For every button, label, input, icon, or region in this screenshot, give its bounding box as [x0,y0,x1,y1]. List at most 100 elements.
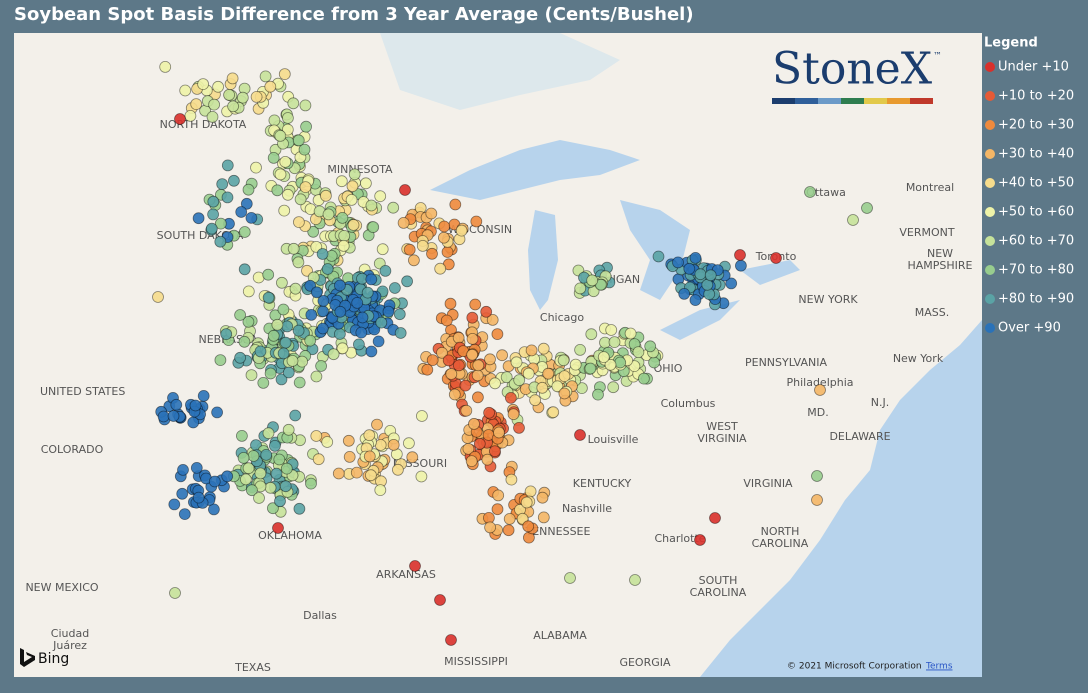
location-dot[interactable] [271,184,284,197]
location-dot[interactable] [221,191,234,204]
location-dot[interactable] [683,262,696,275]
location-dot[interactable] [525,344,538,357]
location-dot[interactable] [351,296,364,309]
location-dot[interactable] [214,354,227,367]
location-dot[interactable] [268,114,281,127]
location-dot[interactable] [335,175,348,188]
location-dot[interactable] [614,356,627,369]
location-dot[interactable] [264,80,277,93]
location-dot[interactable] [316,248,329,260]
location-dot[interactable] [644,340,657,353]
location-dot[interactable] [486,313,499,326]
location-dot[interactable] [207,195,220,208]
location-dot[interactable] [382,305,395,318]
location-dot[interactable] [394,327,407,339]
location-dot[interactable] [426,247,438,260]
location-dot[interactable] [694,268,707,281]
location-dot[interactable] [672,256,684,269]
location-dot[interactable] [278,68,291,80]
location-dot[interactable] [343,450,356,463]
location-dot[interactable] [206,111,219,123]
location-dot[interactable] [484,353,496,366]
location-dot[interactable] [365,199,378,212]
location-dot[interactable] [254,467,267,480]
location-dot[interactable] [678,287,691,300]
location-dot[interactable] [484,521,497,534]
location-dot[interactable] [254,345,267,358]
location-dot[interactable] [376,243,389,256]
location-dot[interactable] [208,475,221,488]
location-dot[interactable] [334,305,347,318]
location-dot[interactable] [704,269,717,282]
location-dot[interactable] [452,359,465,372]
location-dot[interactable] [238,335,251,348]
location-dot[interactable] [301,264,313,277]
location-dot[interactable] [262,427,275,440]
location-dot[interactable] [466,348,479,361]
location-dot[interactable] [190,461,203,474]
location-dot[interactable] [167,410,180,422]
location-dot[interactable] [281,320,294,333]
location-dot[interactable] [473,437,486,450]
location-dot[interactable] [574,343,586,356]
location-dot[interactable] [770,252,782,264]
location-dot[interactable] [483,406,496,419]
location-dot[interactable] [292,216,305,229]
location-dot[interactable] [460,404,473,417]
location-dot[interactable] [493,426,505,439]
location-dot[interactable] [289,282,302,295]
location-dot[interactable] [289,409,302,422]
location-dot[interactable] [337,239,350,252]
location-dot[interactable] [299,99,312,112]
location-dot[interactable] [529,394,541,407]
location-dot[interactable] [159,61,172,73]
location-dot[interactable] [305,308,318,321]
location-dot[interactable] [551,380,564,393]
location-dot[interactable] [345,193,358,206]
location-dot[interactable] [279,336,292,349]
location-dot[interactable] [264,367,277,380]
location-dot[interactable] [537,511,550,524]
location-dot[interactable] [513,421,525,434]
location-dot[interactable] [272,522,284,534]
location-dot[interactable] [393,308,406,321]
location-dot[interactable] [734,249,746,261]
location-dot[interactable] [557,354,570,367]
location-dot[interactable] [516,512,529,525]
location-dot[interactable] [169,587,181,599]
location-dot[interactable] [403,243,416,256]
location-dot[interactable] [694,534,706,546]
location-dot[interactable] [192,212,205,225]
location-dot[interactable] [363,450,376,463]
location-dot[interactable] [267,151,280,164]
location-dot[interactable] [564,572,576,584]
location-dot[interactable] [465,455,478,468]
location-dot[interactable] [387,201,400,214]
location-dot[interactable] [207,208,220,221]
location-dot[interactable] [274,495,286,508]
location-dot[interactable] [264,481,277,494]
location-dot[interactable] [480,305,493,318]
location-dot[interactable] [449,198,462,211]
location-dot[interactable] [338,229,351,242]
location-dot[interactable] [279,480,292,493]
location-dot[interactable] [197,389,210,402]
location-dot[interactable] [492,489,505,502]
location-dot[interactable] [299,181,312,194]
location-dot[interactable] [503,513,516,525]
location-dot[interactable] [152,291,164,303]
location-dot[interactable] [524,485,537,498]
location-dot[interactable] [436,346,448,359]
location-dot[interactable] [237,451,250,464]
location-dot[interactable] [168,498,181,511]
location-dot[interactable] [574,282,587,295]
location-dot[interactable] [177,463,189,476]
location-dot[interactable] [597,351,610,364]
legend-label[interactable]: +30 to +40 [998,147,1074,162]
location-dot[interactable] [227,174,240,187]
location-dot[interactable] [235,429,248,442]
legend-label[interactable]: +40 to +50 [998,176,1074,191]
location-dot[interactable] [471,369,484,382]
location-dot[interactable] [364,469,377,482]
location-dot[interactable] [356,311,369,324]
